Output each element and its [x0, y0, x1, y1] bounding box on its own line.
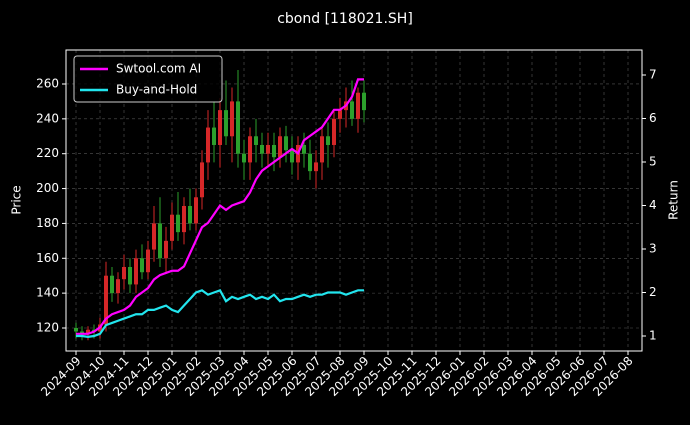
candle-body [356, 92, 360, 119]
candle-body [104, 275, 108, 325]
y2-axis-label: Return [667, 180, 681, 220]
candle-body [122, 266, 126, 280]
legend-label: Swtool.com AI [116, 62, 201, 76]
y-tick-label: 160 [36, 251, 59, 265]
y2-tick-label: 3 [649, 241, 657, 255]
candle-body [278, 136, 282, 158]
chart-title: cbond [118021.SH] [277, 11, 413, 27]
y2-tick-label: 2 [649, 285, 657, 299]
candle-body [236, 101, 240, 154]
y2-tick-label: 1 [649, 328, 657, 342]
return-line [76, 78, 364, 335]
candle-body [74, 327, 78, 332]
candle-body [182, 205, 186, 233]
candle-body [86, 329, 90, 334]
candle-body [134, 258, 138, 285]
y-tick-label: 200 [36, 181, 59, 195]
return-line [76, 288, 364, 338]
candle-body [110, 275, 114, 294]
candle-body [116, 279, 120, 294]
candle-body [254, 136, 258, 145]
candle-body [230, 101, 234, 137]
candle-body [194, 197, 198, 224]
y2-tick-label: 7 [649, 68, 657, 82]
candle-body [314, 162, 318, 172]
candle-body [170, 214, 174, 241]
candle-body [362, 92, 366, 111]
y2-tick-label: 4 [649, 198, 657, 212]
candle-body [332, 118, 336, 145]
candle-body [266, 144, 270, 154]
candle-body [308, 153, 312, 172]
candle-body [146, 249, 150, 273]
candle-body [200, 162, 204, 198]
candle-body [176, 214, 180, 233]
candle-body [326, 136, 330, 145]
candle-body [206, 127, 210, 163]
y2-tick-label: 5 [649, 155, 657, 169]
legend-box [73, 55, 223, 103]
y-tick-label: 260 [36, 76, 59, 90]
candle-body [260, 144, 264, 154]
y-tick-label: 180 [36, 216, 59, 230]
y-tick-label: 240 [36, 111, 59, 125]
y-axis-label: Price [10, 185, 24, 214]
candle-body [302, 144, 306, 154]
candle-body [248, 136, 252, 163]
legend-label: Buy-and-Hold [116, 83, 197, 97]
candle-body [224, 110, 228, 137]
candle-body [320, 136, 324, 163]
candle-body [242, 153, 246, 163]
y-tick-label: 140 [36, 286, 59, 300]
candle-body [128, 266, 132, 285]
candle-body [284, 136, 288, 151]
candle-body [290, 150, 294, 163]
candle-body [350, 101, 354, 119]
candle-body [188, 205, 192, 224]
candle-body [140, 258, 144, 273]
y-tick-label: 220 [36, 146, 59, 160]
candle-body [158, 223, 162, 259]
plot-frame [65, 49, 643, 352]
candle-body [212, 127, 216, 145]
candle-body [152, 223, 156, 250]
candle-body [80, 331, 84, 334]
candle-body [164, 240, 168, 259]
candle-body [272, 144, 276, 158]
candle-body [218, 110, 222, 145]
candle-body [338, 110, 342, 119]
y2-tick-label: 6 [649, 111, 657, 125]
y-tick-label: 120 [36, 320, 59, 334]
